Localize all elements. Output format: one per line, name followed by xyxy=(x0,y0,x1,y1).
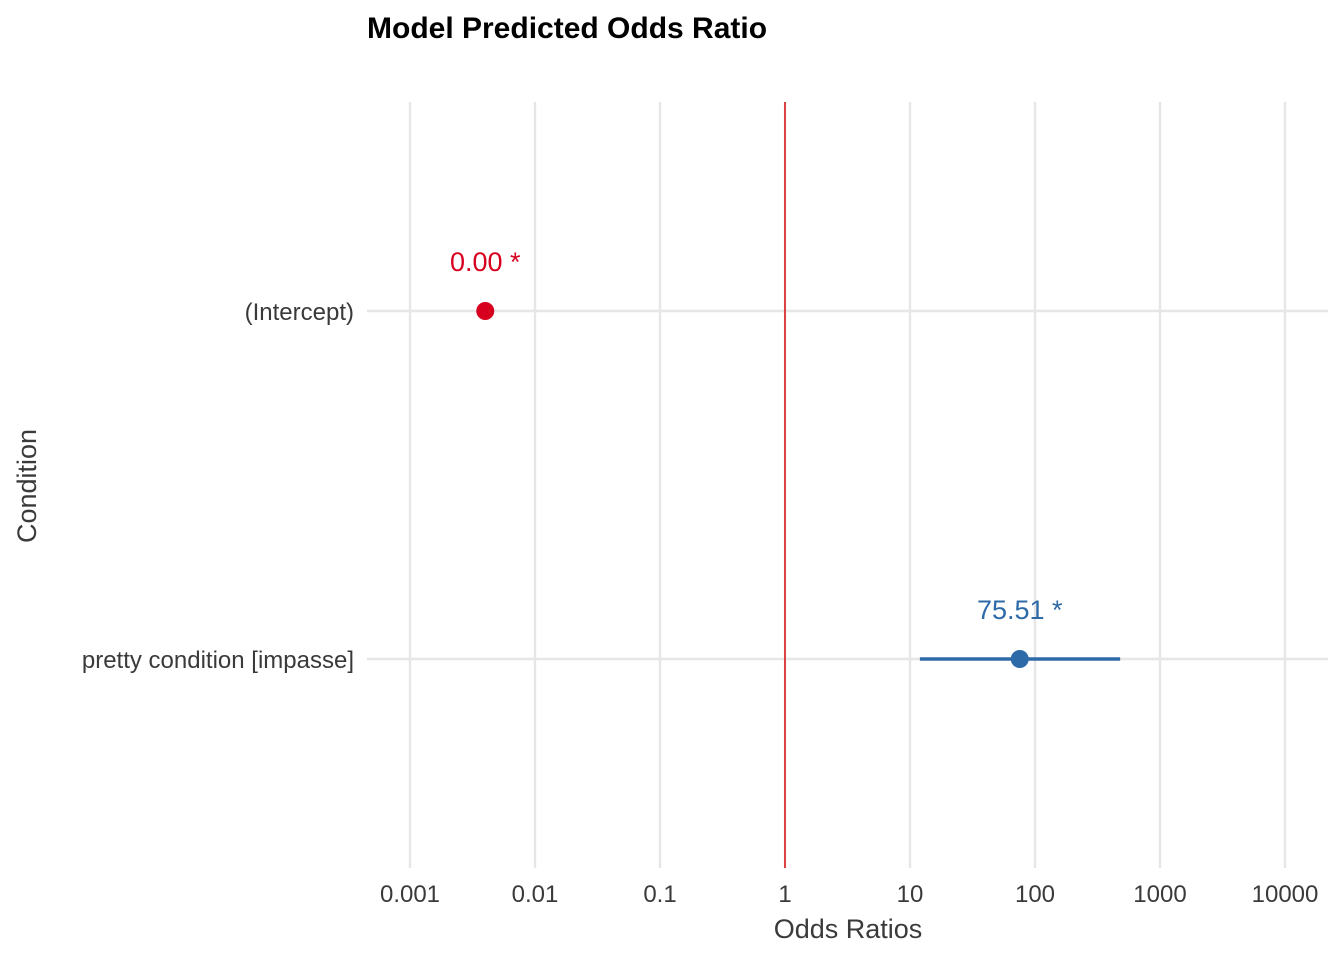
data-label: 75.51 * xyxy=(977,595,1063,625)
x-axis-title: Odds Ratios xyxy=(774,914,923,944)
data-marks: 0.00 * 75.51 * xyxy=(450,247,1121,668)
x-gridlines xyxy=(408,102,1287,868)
y-axis-title: Condition xyxy=(12,429,42,543)
y-tick-labels: (Intercept) pretty condition [impasse] xyxy=(82,299,354,674)
x-tick-label: 10000 xyxy=(1252,881,1319,908)
y-gridlines xyxy=(367,309,1328,661)
y-tick-label: pretty condition [impasse] xyxy=(82,647,354,674)
chart-title: Model Predicted Odds Ratio xyxy=(367,12,767,45)
x-tick-label: 0.001 xyxy=(380,881,440,908)
y-tick-label: (Intercept) xyxy=(245,299,354,326)
x-tick-label: 0.1 xyxy=(643,881,676,908)
x-tick-label: 100 xyxy=(1015,881,1055,908)
x-tick-labels: 0.001 0.01 0.1 1 10 100 1000 10000 xyxy=(380,881,1318,908)
x-tick-label: 10 xyxy=(897,881,924,908)
x-tick-label: 1 xyxy=(778,881,791,908)
point-estimate xyxy=(476,302,495,320)
data-label: 0.00 * xyxy=(450,247,521,277)
x-tick-label: 0.01 xyxy=(512,881,559,908)
point-estimate xyxy=(1010,650,1029,668)
x-tick-label: 1000 xyxy=(1133,881,1186,908)
